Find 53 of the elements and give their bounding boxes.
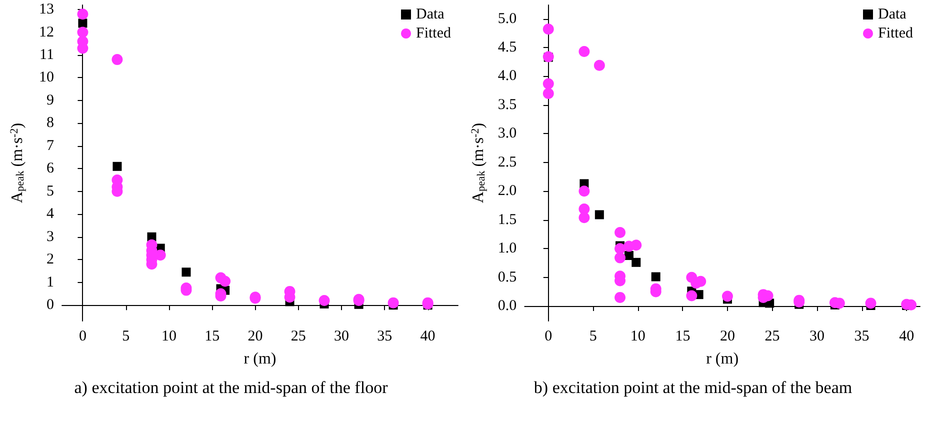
text: b) excitation point at the mid-span of the beam [532, 378, 854, 398]
y-tick-label: 1 [46, 274, 54, 290]
y-tick-label: 0.5 [498, 269, 517, 286]
y-tick-label: 3.0 [498, 126, 517, 142]
x-tick-label: 25 [290, 328, 306, 344]
x-tick-label: 0 [78, 328, 86, 344]
y-tick-label: 11 [40, 47, 54, 64]
legend-label: Fitted [878, 26, 914, 42]
y-tick-label: 9 [46, 92, 54, 108]
y-tick-label: 3.5 [498, 96, 517, 113]
x-tick-label: 10 [630, 328, 646, 344]
x-tick-label: 5 [589, 328, 597, 344]
x-tick-label: 25 [764, 328, 780, 344]
y-tick-label: 1.5 [498, 212, 517, 228]
x-axis-title: r (m) [244, 350, 276, 368]
x-tick-label: 0 [544, 328, 552, 344]
y-tick-label: 8 [46, 115, 54, 132]
x-tick-label: 20 [720, 328, 735, 344]
y-tick-label: 5.0 [498, 10, 517, 27]
y-tick-label: 5 [46, 183, 54, 200]
y-tick-label: 4 [46, 206, 54, 222]
x-tick-label: 15 [204, 328, 220, 344]
x-axis-title: r (m) [706, 350, 739, 368]
x-tick-label: 30 [810, 328, 825, 344]
y-tick-label: 2.5 [498, 154, 517, 170]
y-tick-label: 0.0 [498, 298, 517, 314]
y-tick-label: 12 [39, 24, 54, 40]
x-tick-label: 35 [854, 328, 870, 344]
text: a) excitation point at the mid-span of the floor [73, 378, 389, 398]
y-tick-label: 4.0 [498, 68, 517, 84]
y-tick-label: 2.0 [498, 183, 517, 200]
y-axis-title: Apeak (m·s-2) [470, 122, 488, 204]
x-tick-label: 5 [122, 328, 130, 344]
x-tick-label: 30 [334, 328, 350, 344]
y-tick-label: 13 [39, 2, 54, 18]
y-tick-label: 1.0 [498, 240, 517, 257]
y-tick-label: 3 [46, 228, 54, 245]
y-tick-label: 2 [46, 252, 54, 268]
x-tick-label: 40 [420, 328, 436, 344]
legend-label: Data [416, 6, 445, 22]
y-tick-label: 6 [46, 160, 54, 177]
y-tick-label: 4.5 [498, 40, 517, 56]
legend-label: Fitted [416, 26, 452, 42]
y-tick-label: 0 [46, 297, 54, 314]
y-axis-title: Apeak (m·s-2) [8, 122, 26, 204]
y-tick-label: 10 [39, 70, 54, 86]
x-tick-label: 20 [248, 328, 263, 344]
x-tick-label: 10 [161, 328, 176, 344]
x-tick-label: 15 [675, 328, 690, 344]
x-tick-label: 40 [899, 328, 914, 344]
y-tick-label: 7 [46, 138, 54, 154]
x-tick-label: 35 [377, 328, 392, 344]
legend-label: Data [878, 6, 907, 22]
